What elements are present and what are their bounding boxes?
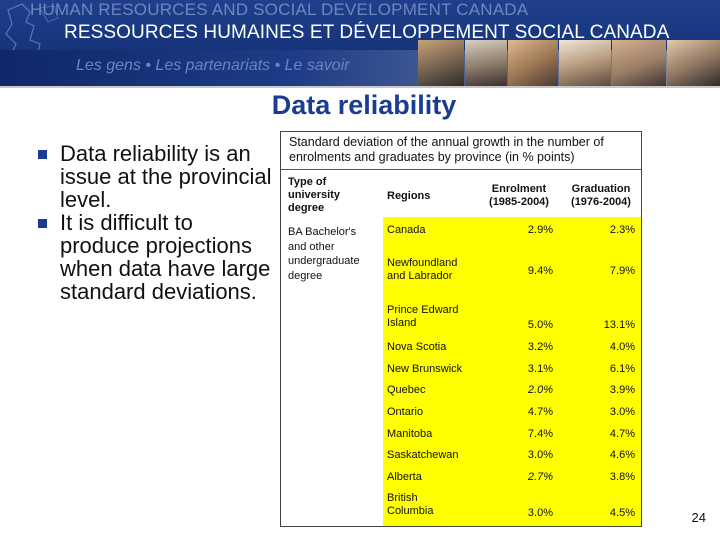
region-cell: Alberta: [387, 471, 422, 483]
table-row: Prince Edward Island 5.0% 13.1%: [383, 304, 641, 334]
table-row: New Brunswick 3.1% 6.1%: [383, 363, 641, 385]
table-row: Manitoba 7.4% 4.7%: [383, 428, 641, 450]
page-number: 24: [691, 510, 706, 525]
region-cell: British Columbia: [387, 492, 434, 517]
region-cell: Prince Edward Island: [387, 304, 459, 329]
enrolment-cell: 4.7%: [527, 406, 553, 418]
graduation-cell: 3.9%: [609, 384, 635, 396]
header-graduation: Graduation (1976-2004): [571, 183, 631, 208]
bullet-text: Data reliability is an issue at the prov…: [60, 141, 272, 212]
header-regions: Regions: [387, 190, 431, 202]
table-row: Alberta 2.7% 3.8%: [383, 471, 641, 493]
photo-6: [667, 40, 720, 86]
graduation-cell: 4.5%: [609, 507, 635, 519]
bullet-text: It is difficult to produce projections w…: [60, 210, 271, 304]
header-enrolment: Enrolment (1985-2004): [489, 183, 549, 208]
bullet-square-icon: [38, 150, 47, 159]
table-row: Nova Scotia 3.2% 4.0%: [383, 341, 641, 363]
region-cell: New Brunswick: [387, 363, 463, 375]
bullet-item: Data reliability is an issue at the prov…: [38, 142, 276, 211]
graduation-cell: 4.0%: [609, 341, 635, 353]
region-cell: Quebec: [387, 384, 426, 396]
table-row: Saskatchewan 3.0% 4.6%: [383, 449, 641, 471]
enrolment-cell: 3.0%: [527, 507, 553, 519]
region-cell: Canada: [387, 224, 426, 236]
enrolment-cell: 2.7%: [527, 471, 553, 483]
enrolment-cell: 2.0%: [527, 384, 553, 396]
banner-divider: [0, 86, 720, 88]
department-name-english: HUMAN RESOURCES AND SOCIAL DEVELOPMENT C…: [30, 0, 529, 19]
enrolment-cell: 2.9%: [527, 224, 553, 236]
banner-tagline: Les gens • Les partenariats • Le savoir: [76, 57, 350, 74]
bullet-list: Data reliability is an issue at the prov…: [38, 142, 276, 303]
graduation-cell: 4.7%: [609, 428, 635, 440]
highlight-region: [383, 217, 641, 526]
table-row: Newfoundland and Labrador 9.4% 7.9%: [383, 257, 641, 287]
region-cell: Ontario: [387, 406, 424, 418]
graduation-cell: 7.9%: [609, 265, 635, 277]
region-cell: Newfoundland and Labrador: [387, 257, 458, 282]
caption-divider: [281, 169, 641, 170]
bullet-item: It is difficult to produce projections w…: [38, 211, 276, 303]
photo-1: [418, 40, 464, 86]
enrolment-cell: 7.4%: [527, 428, 553, 440]
graduation-cell: 3.0%: [609, 406, 635, 418]
photo-strip: [418, 40, 720, 86]
header-type: Type of university degree: [288, 176, 340, 214]
table-row: Quebec 2.0% 3.9%: [383, 384, 641, 406]
graduation-cell: 4.6%: [609, 449, 635, 461]
photo-5: [612, 40, 666, 86]
table-row: Canada 2.9% 2.3%: [383, 224, 641, 246]
graduation-cell: 13.1%: [603, 319, 635, 331]
table-row: British Columbia 3.0% 4.5%: [383, 492, 641, 522]
enrolment-cell: 3.1%: [527, 363, 553, 375]
photo-2: [465, 40, 507, 86]
region-cell: Manitoba: [387, 428, 433, 440]
enrolment-cell: 9.4%: [527, 265, 553, 277]
department-name-french: RESSOURCES HUMAINES ET DÉVELOPPEMENT SOC…: [64, 22, 670, 43]
table-caption: Standard deviation of the annual growth …: [289, 135, 604, 164]
table-row: Ontario 4.7% 3.0%: [383, 406, 641, 428]
graduation-cell: 6.1%: [609, 363, 635, 375]
photo-4: [559, 40, 611, 86]
slide-title: Data reliability: [271, 90, 457, 120]
region-cell: Nova Scotia: [387, 341, 447, 353]
bullet-square-icon: [38, 219, 47, 228]
enrolment-cell: 3.2%: [527, 341, 553, 353]
region-cell: Saskatchewan: [387, 449, 459, 461]
degree-type-cell: BA Bachelor's and other undergraduate de…: [288, 226, 360, 282]
reliability-table: Standard deviation of the annual growth …: [280, 131, 642, 527]
graduation-cell: 2.3%: [609, 224, 635, 236]
header-banner: HUMAN RESOURCES AND SOCIAL DEVELOPMENT C…: [0, 0, 720, 86]
enrolment-cell: 3.0%: [527, 449, 553, 461]
photo-3: [508, 40, 558, 86]
graduation-cell: 3.8%: [609, 471, 635, 483]
enrolment-cell: 5.0%: [527, 319, 553, 331]
